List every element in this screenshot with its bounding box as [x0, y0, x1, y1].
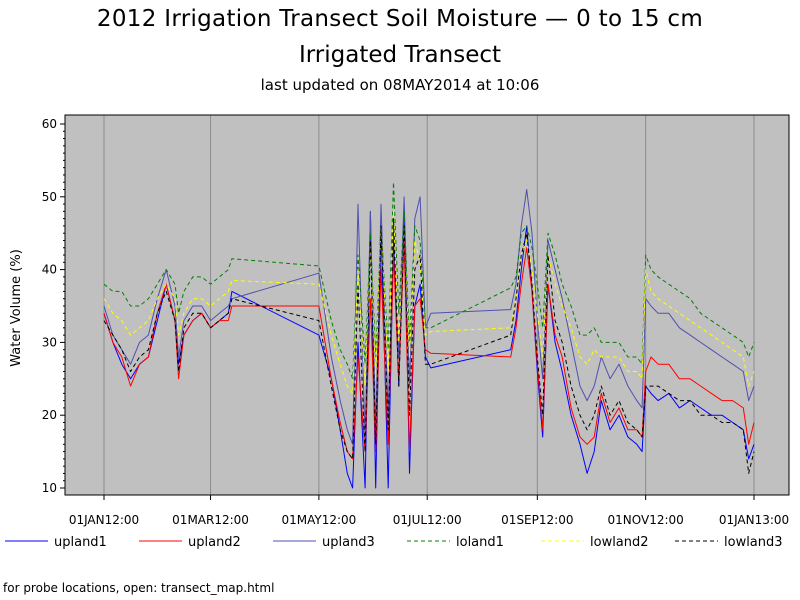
- footer-note: for probe locations, open: transect_map.…: [3, 581, 275, 595]
- series-line-loland1: [103, 181, 755, 380]
- series-line-lowland2: [103, 210, 755, 394]
- y-axis-label: Water Volume (%): [9, 249, 24, 367]
- y-tick-label: 20: [42, 408, 57, 422]
- x-tick-label: 01JAN13:00: [719, 513, 789, 527]
- series-layer: [103, 181, 755, 489]
- series-line-lowland3: [103, 218, 755, 474]
- x-tick-label: 01JUL12:00: [393, 513, 462, 527]
- series-line-upland2: [103, 240, 755, 460]
- legend-label-upland2: upland2: [188, 535, 241, 550]
- axis-layer: 01JAN12:00 01MAR12:00 01MAY12:00 01JUL12:00…: [42, 117, 789, 527]
- grid-layer: [103, 115, 755, 495]
- x-tick-label: 01MAR12:00: [172, 513, 249, 527]
- legend-label-loland1: loland1: [456, 535, 504, 550]
- x-tick-label: 01MAY12:00: [281, 513, 356, 527]
- x-tick-label: 01NOV12:00: [608, 513, 684, 527]
- legend: upland1 upland2 upland3 loland1 lowland2 lowl…: [5, 535, 783, 550]
- last-updated-text: last updated on 08MAY2014 at 10:06: [260, 76, 540, 94]
- chart-svg: 01JAN12:00 01MAR12:00 01MAY12:00 01JUL12:00…: [5, 114, 790, 550]
- y-tick-label: 50: [42, 190, 57, 204]
- legend-label-lowland3: lowland3: [724, 535, 783, 550]
- y-tick-label: 40: [42, 263, 57, 277]
- legend-label-upland3: upland3: [322, 535, 375, 550]
- y-tick-label: 60: [42, 117, 57, 131]
- x-tick-label: 01SEP12:00: [501, 513, 573, 527]
- chart-subtitle: Irrigated Transect: [298, 42, 502, 68]
- legend-label-lowland2: lowland2: [590, 535, 649, 550]
- chart-title: 2012 Irrigation Transect Soil Moisture —…: [96, 6, 704, 32]
- legend-label-upland1: upland1: [54, 535, 107, 550]
- y-tick-label: 10: [42, 481, 57, 495]
- x-tick-label: 01JAN12:00: [69, 513, 139, 527]
- y-tick-label: 30: [42, 335, 57, 349]
